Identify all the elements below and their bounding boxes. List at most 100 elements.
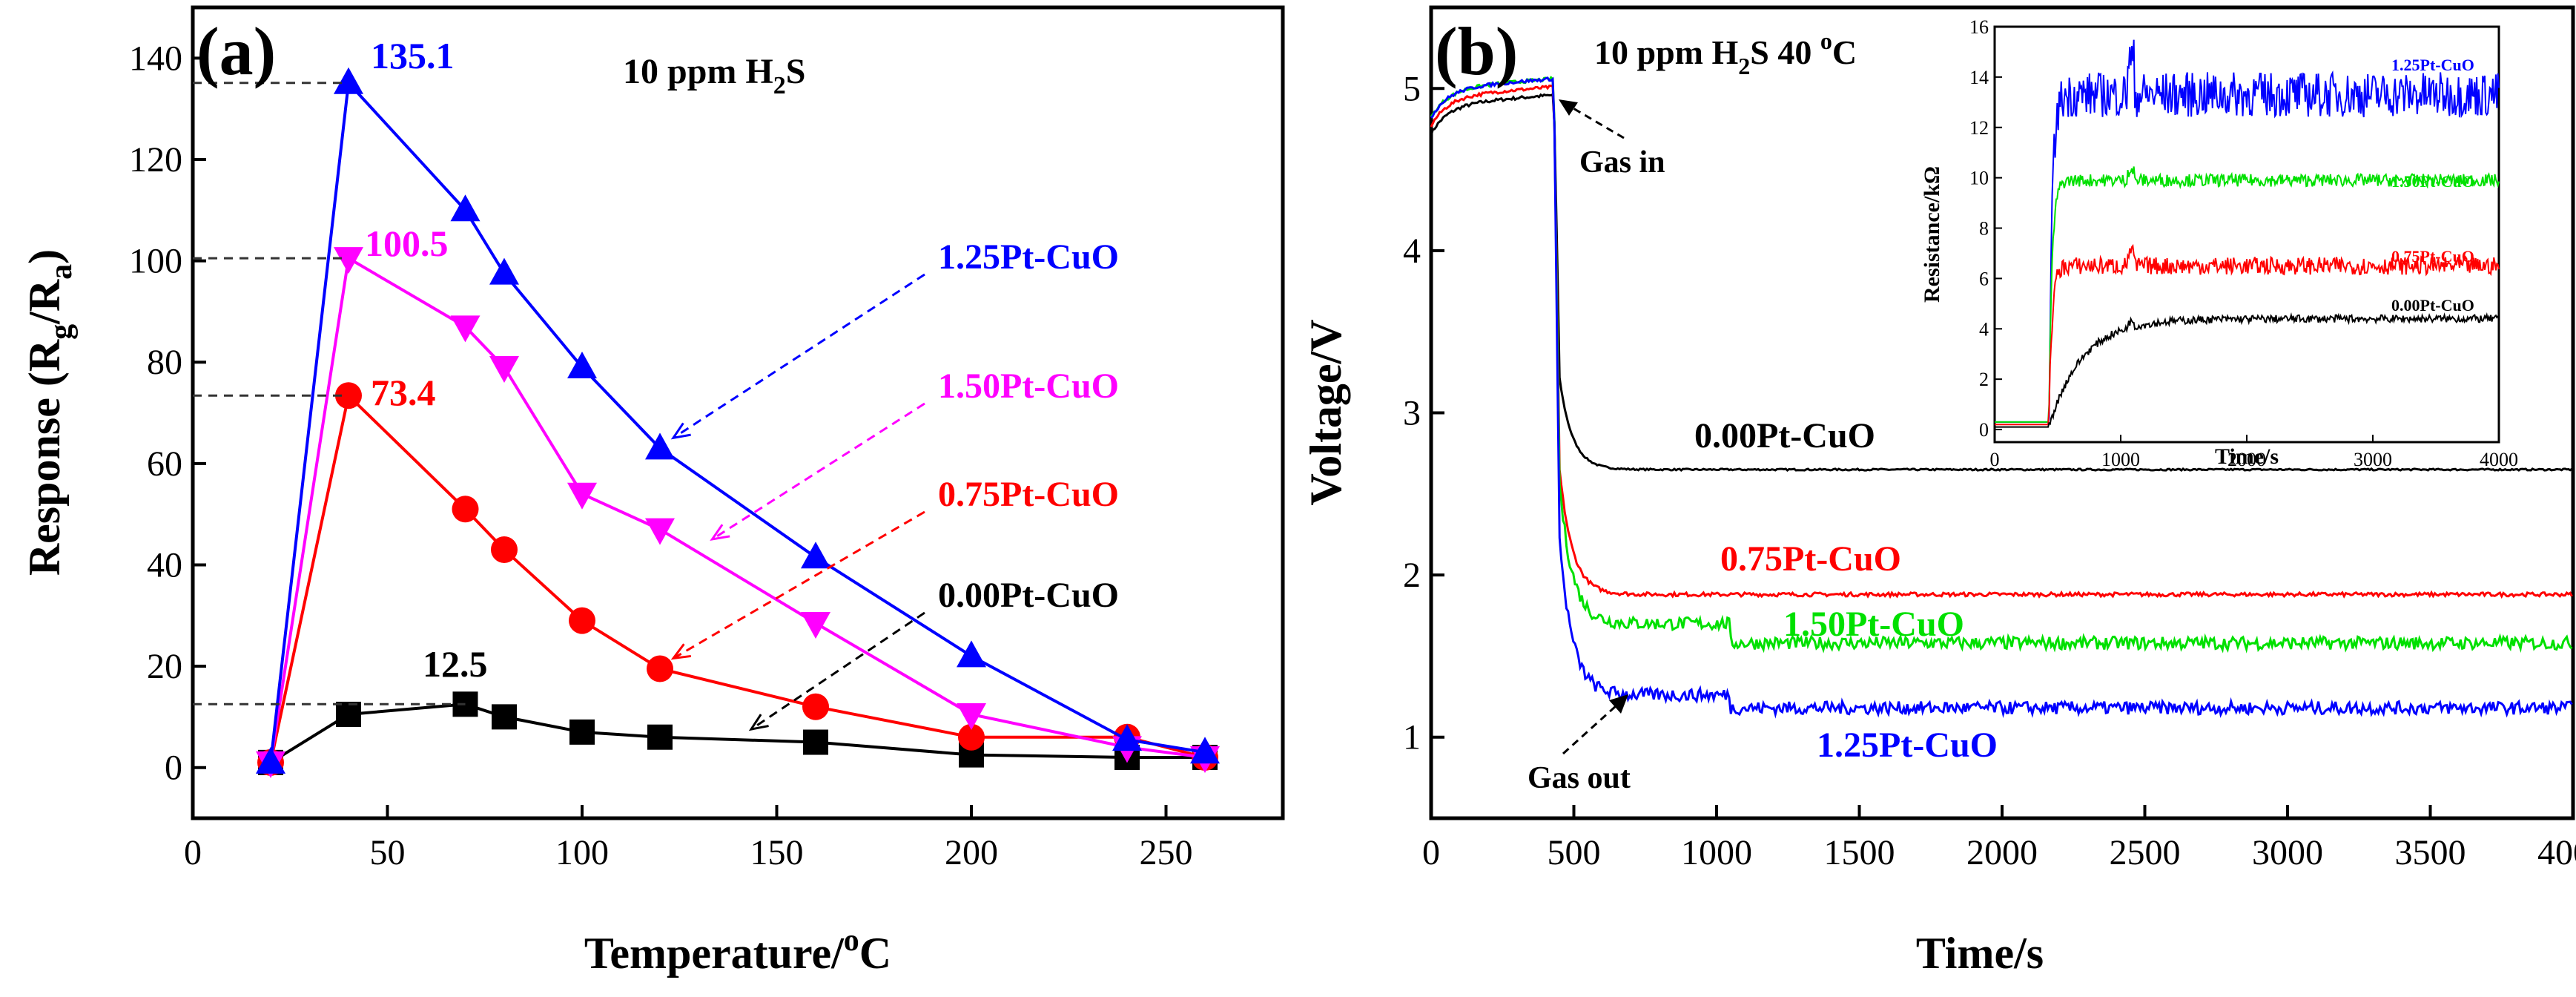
point-0-75pt-cuo-160 [802,693,829,720]
point-1-50pt-cuo-160 [801,611,830,639]
annotation-label-1-50pt-cuo: 1.50Pt-CuO [938,366,1119,406]
inset-y-tick-label-14: 14 [1969,67,1989,88]
inset-x-label: Time/s [2215,444,2279,469]
x-tick-label-a-100: 100 [555,833,609,872]
annotation-arrowhead-1-25pt-cuo [670,422,691,440]
annotation-label-0-75pt-cuo: 0.75Pt-CuO [938,475,1119,514]
inset-y-tick-label-12: 12 [1969,117,1989,139]
x-tick-label-b-0: 0 [1422,833,1440,872]
y-tick-label-b-4: 4 [1403,231,1421,271]
point-0-75pt-cuo-120 [647,655,673,682]
point-0-75pt-cuo-70 [452,496,479,523]
x-tick-label-b-1500: 1500 [1824,833,1895,872]
point-1-50pt-cuo-40 [334,247,363,274]
y-tick-label-b-2: 2 [1403,556,1421,595]
point-0-00pt-cuo-100 [569,719,595,745]
point-1-25pt-cuo-100 [567,352,597,379]
annotation-arrow-0-00pt-cuo [750,611,925,731]
x-tick-label-b-2500: 2500 [2110,833,2181,872]
point-1-25pt-cuo-120 [645,432,675,460]
inset-series-1-25pt-cuo [1995,39,2500,423]
inset-y-tick-label-8: 8 [1979,218,1989,240]
inset-x-tick-label-0: 0 [1990,449,2000,470]
point-1-50pt-cuo-80 [489,356,519,384]
series-line-b-0-75pt-cuo [1430,85,2573,599]
x-tick-label-a-150: 150 [750,833,804,872]
y-tick-label-a-120: 120 [129,140,182,180]
y-tick-label-a-80: 80 [147,343,182,382]
inset-label-0-75pt-cuo: 0.75Pt-CuO [2391,247,2474,266]
point-1-50pt-cuo-70 [450,315,480,343]
inset-series-1-50pt-cuo [1995,166,2500,423]
point-1-25pt-cuo-240 [1112,724,1142,751]
point-1-25pt-cuo-40 [334,67,363,94]
point-0-00pt-cuo-160 [803,729,828,755]
inset-label-1-25pt-cuo: 1.25Pt-CuO [2391,56,2474,74]
inset-y-label: Resistance/kΩ [1920,166,1944,303]
series-line-b-0-00pt-cuo [1430,93,2573,473]
gas-out-arrow [1562,697,1625,755]
x-tick-label-a-0: 0 [184,833,202,872]
x-tick-label-a-200: 200 [945,833,998,872]
inset-y-tick-label-4: 4 [1979,318,1989,340]
annotation-arrowhead-1-50pt-cuo [710,524,730,542]
gas-out-arrowhead [1609,694,1628,714]
y-tick-label-a-40: 40 [147,545,182,585]
panel-a: 0 50 100 150 200 250 0 20 40 60 80 100 120 140 135.1 1… [20,5,1285,978]
annotation-arrow-1-50pt-cuo [711,402,925,541]
inset-y-tick-label-0: 0 [1979,419,1989,441]
annotation-arrow-0-75pt-cuo [673,510,925,659]
point-1-50pt-cuo-100 [567,482,597,510]
x-tick-label-b-3000: 3000 [2252,833,2323,872]
series-label-b-1-25pt-cuo: 1.25Pt-CuO [1817,725,1998,765]
panel-label-b: (b) [1435,13,1518,89]
y-axis-label-b: Voltage/V [1301,319,1350,505]
annotation-gas-in: Gas in [1579,145,1665,180]
annotation-gas-out: Gas out [1528,761,1631,795]
point-1-25pt-cuo-200 [957,640,986,668]
x-axis-label-a: Temperature/oC [584,924,891,978]
inset-series-0-75pt-cuo [1995,243,2500,426]
point-1-50pt-cuo-120 [645,518,675,545]
x-tick-label-b-3500: 3500 [2395,833,2466,872]
point-1-25pt-cuo-20 [256,746,285,774]
peak-label-100-5: 100.5 [365,223,449,264]
x-tick-label-b-500: 500 [1548,833,1601,872]
panel-b-title: 10 ppm H2S 40 oC [1594,27,1857,79]
y-tick-label-b-3: 3 [1403,394,1421,433]
inset-label-0-00pt-cuo: 0.00Pt-CuO [2391,296,2474,315]
y-tick-label-a-140: 140 [129,39,182,78]
inset-label-1-50pt-cuo: 1.50Pt-CuO [2391,172,2474,191]
y-tick-label-a-100: 100 [129,242,182,281]
point-0-75pt-cuo-80 [491,536,518,563]
inset-y-tick-label-10: 10 [1969,168,1989,189]
panel-a-title: 10 ppm H2S [623,52,805,99]
series-label-b-0-75pt-cuo: 0.75Pt-CuO [1720,539,1901,579]
peak-label-12-5: 12.5 [423,643,488,685]
y-tick-label-a-0: 0 [165,748,182,788]
y-tick-label-a-60: 60 [147,444,182,484]
series-line-0-00pt-cuo [269,702,1205,764]
x-axis-label-b: Time/s [1916,929,2044,978]
point-1-25pt-cuo-160 [801,542,830,569]
y-tick-label-b-1: 1 [1403,718,1421,757]
peak-label-73-4: 73.4 [371,372,436,413]
point-1-25pt-cuo-70 [450,194,480,222]
inset-chart: 0 1000 2000 3000 4000 0 2 4 6 8 10 12 14 16 1.25Pt-Cu… [1920,16,2518,470]
point-1-25pt-cuo-260 [1190,737,1220,764]
x-tick-label-b-4000: 4000 [2537,833,2576,872]
annotation-label-0-00pt-cuo: 0.00Pt-CuO [938,576,1119,615]
inset-series-0-00pt-cuo [1995,312,2500,428]
panel-label-a: (a) [196,13,276,89]
point-1-25pt-cuo-80 [489,257,519,285]
x-tick-label-b-1000: 1000 [1681,833,1752,872]
point-1-50pt-cuo-200 [957,702,986,730]
y-tick-label-b-5: 5 [1403,69,1421,108]
point-0-00pt-cuo-40 [336,701,361,727]
panel-b: 0500100015002000250030003500400012345 0.… [1301,5,2576,978]
point-0-00pt-cuo-80 [492,704,517,730]
series-line-b-1-50pt-cuo [1430,76,2573,654]
point-0-75pt-cuo-40 [335,382,362,409]
series-line-1-25pt-cuo [269,79,1206,763]
